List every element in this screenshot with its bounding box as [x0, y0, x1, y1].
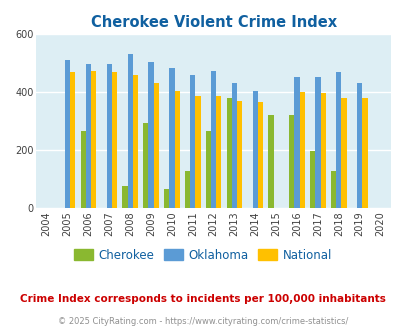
Bar: [195, 96, 200, 208]
Bar: [205, 131, 211, 208]
Bar: [148, 62, 153, 208]
Bar: [65, 60, 70, 208]
Bar: [153, 83, 158, 208]
Bar: [164, 189, 169, 208]
Bar: [330, 171, 335, 208]
Bar: [299, 92, 304, 208]
Title: Cherokee Violent Crime Index: Cherokee Violent Crime Index: [90, 15, 336, 30]
Bar: [335, 72, 341, 208]
Bar: [226, 98, 231, 208]
Bar: [143, 122, 148, 208]
Bar: [112, 72, 117, 208]
Bar: [289, 115, 294, 208]
Bar: [252, 91, 257, 208]
Bar: [169, 68, 174, 208]
Bar: [237, 101, 242, 208]
Bar: [309, 151, 315, 208]
Bar: [268, 115, 273, 208]
Bar: [174, 91, 179, 208]
Text: Crime Index corresponds to incidents per 100,000 inhabitants: Crime Index corresponds to incidents per…: [20, 294, 385, 304]
Bar: [70, 72, 75, 208]
Bar: [216, 96, 221, 208]
Bar: [91, 71, 96, 208]
Bar: [315, 77, 320, 208]
Bar: [190, 75, 195, 208]
Bar: [127, 54, 132, 208]
Bar: [211, 71, 216, 208]
Bar: [320, 93, 325, 208]
Bar: [107, 64, 112, 208]
Bar: [132, 75, 138, 208]
Bar: [356, 83, 361, 208]
Bar: [294, 77, 299, 208]
Bar: [361, 98, 367, 208]
Bar: [257, 102, 262, 208]
Bar: [231, 83, 237, 208]
Text: © 2025 CityRating.com - https://www.cityrating.com/crime-statistics/: © 2025 CityRating.com - https://www.city…: [58, 317, 347, 326]
Bar: [81, 131, 85, 208]
Bar: [122, 186, 127, 208]
Bar: [185, 171, 190, 208]
Bar: [85, 64, 91, 208]
Bar: [341, 98, 346, 208]
Legend: Cherokee, Oklahoma, National: Cherokee, Oklahoma, National: [69, 244, 336, 266]
